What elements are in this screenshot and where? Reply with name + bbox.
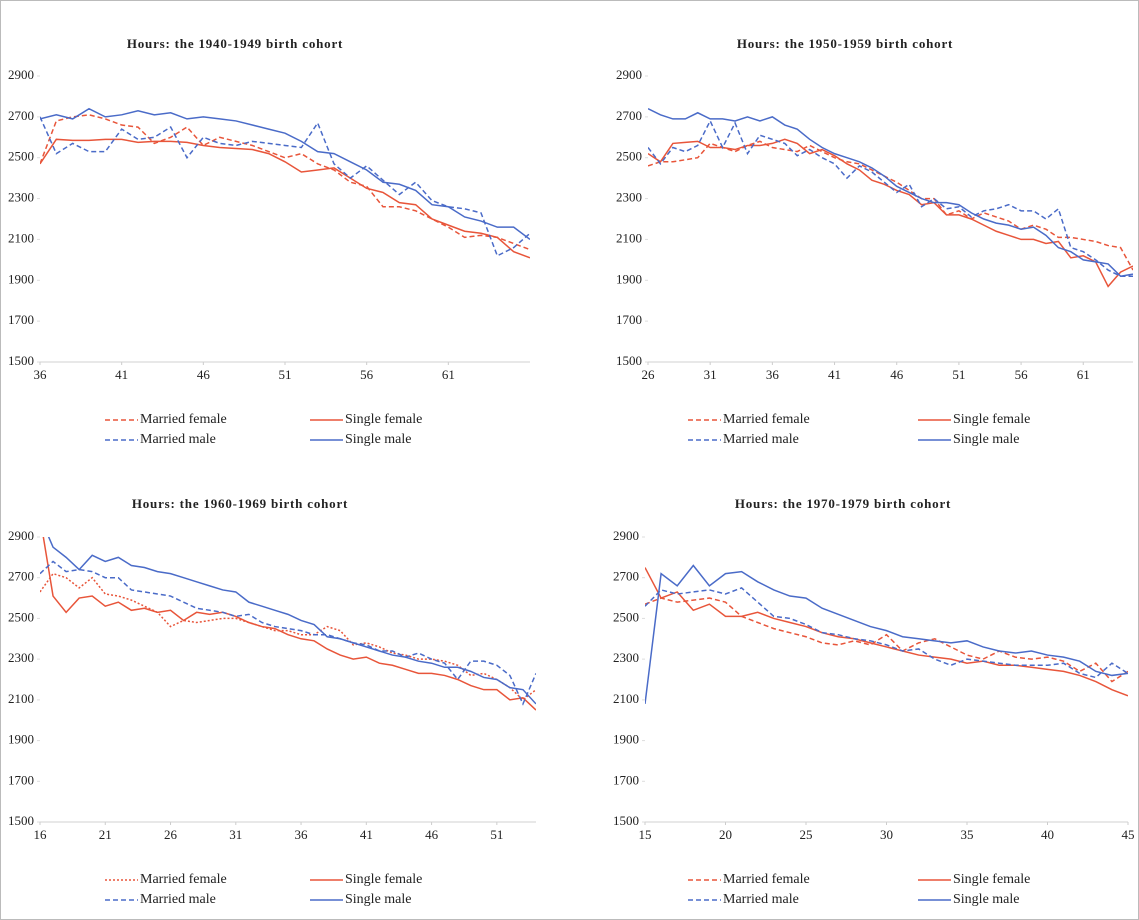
series-line [40, 138, 530, 259]
y-tick-label: 2900 [8, 528, 34, 543]
y-tick-label: 1900 [613, 732, 639, 747]
chart-title: Hours: the 1950-1959 birth cohort [737, 36, 953, 51]
y-tick-label: 1900 [616, 271, 642, 286]
series-line [645, 587, 1128, 679]
y-tick-label: 2300 [8, 650, 34, 665]
series-line [47, 537, 536, 705]
y-tick-label: 1500 [8, 353, 34, 368]
legend-label: Married female [723, 872, 810, 887]
legend-label: Married male [723, 432, 799, 447]
legend-label: Married male [140, 892, 216, 907]
x-tick-label: 21 [99, 827, 112, 842]
y-tick-label: 2100 [613, 691, 639, 706]
y-tick-label: 2100 [8, 691, 34, 706]
x-tick-label: 56 [1015, 367, 1029, 382]
legend-label: Single male [345, 432, 412, 447]
chart-title: Hours: the 1970-1979 birth cohort [735, 496, 951, 511]
series-line [40, 114, 530, 251]
legend-label: Married male [140, 432, 216, 447]
x-tick-label: 51 [952, 367, 965, 382]
y-tick-label: 1700 [8, 312, 34, 327]
x-tick-label: 56 [360, 367, 374, 382]
legend-label: Single female [345, 412, 422, 427]
y-tick-label: 1500 [613, 813, 639, 828]
y-tick-label: 2900 [616, 67, 642, 82]
y-tick-label: 2500 [8, 149, 34, 164]
y-tick-label: 2700 [8, 108, 34, 123]
y-tick-label: 2300 [613, 650, 639, 665]
series-line [42, 537, 536, 711]
x-tick-label: 25 [800, 827, 813, 842]
x-tick-label: 61 [1077, 367, 1090, 382]
series-line [40, 107, 530, 241]
legend-label: Single female [345, 872, 422, 887]
y-tick-label: 1700 [613, 772, 639, 787]
x-tick-label: 30 [880, 827, 893, 842]
y-tick-label: 1900 [8, 271, 34, 286]
series-line [645, 564, 1128, 705]
y-tick-label: 2500 [8, 609, 34, 624]
x-tick-label: 46 [425, 827, 439, 842]
legend-label: Single male [953, 432, 1020, 447]
legend-label: Married female [723, 412, 810, 427]
legend-label: Married female [140, 872, 227, 887]
series-line [645, 597, 1128, 683]
series-line [648, 119, 1133, 277]
y-tick-label: 1700 [8, 772, 34, 787]
x-tick-label: 40 [1041, 827, 1054, 842]
y-tick-label: 1500 [8, 813, 34, 828]
y-tick-label: 2300 [8, 190, 34, 205]
chart-title: Hours: the 1960-1969 birth cohort [132, 496, 348, 511]
series-line [645, 567, 1128, 697]
series-line [648, 108, 1133, 278]
x-tick-label: 41 [828, 367, 841, 382]
y-tick-label: 2100 [8, 230, 34, 245]
y-tick-label: 1700 [616, 312, 642, 327]
y-tick-label: 2700 [616, 108, 642, 123]
y-tick-label: 1900 [8, 732, 34, 747]
y-tick-label: 2500 [613, 609, 639, 624]
y-tick-label: 2700 [613, 569, 639, 584]
x-tick-label: 51 [490, 827, 503, 842]
x-tick-label: 31 [704, 367, 717, 382]
x-tick-label: 61 [442, 367, 455, 382]
x-tick-label: 36 [34, 367, 48, 382]
y-tick-label: 2100 [616, 230, 642, 245]
series-line [40, 116, 530, 257]
y-tick-label: 2900 [613, 528, 639, 543]
y-tick-label: 2300 [616, 190, 642, 205]
x-tick-label: 31 [229, 827, 242, 842]
series-line [40, 560, 536, 706]
x-tick-label: 46 [890, 367, 904, 382]
x-tick-label: 46 [197, 367, 211, 382]
y-tick-label: 1500 [616, 353, 642, 368]
x-tick-label: 36 [295, 827, 309, 842]
legend-label: Married female [140, 412, 227, 427]
x-tick-label: 51 [279, 367, 292, 382]
x-tick-label: 35 [961, 827, 974, 842]
y-tick-label: 2700 [8, 569, 34, 584]
x-tick-label: 36 [766, 367, 780, 382]
x-tick-label: 20 [719, 827, 732, 842]
legend-label: Single male [953, 892, 1020, 907]
legend-label: Single female [953, 872, 1030, 887]
legend-label: Single male [345, 892, 412, 907]
x-tick-label: 26 [642, 367, 656, 382]
chart-title: Hours: the 1940-1949 birth cohort [127, 36, 343, 51]
y-tick-label: 2900 [8, 67, 34, 82]
x-tick-label: 41 [115, 367, 128, 382]
series-line [648, 140, 1133, 271]
x-tick-label: 45 [1122, 827, 1135, 842]
series-line [40, 572, 536, 701]
x-tick-label: 41 [360, 827, 373, 842]
x-tick-label: 16 [34, 827, 48, 842]
y-tick-label: 2500 [616, 149, 642, 164]
x-tick-label: 26 [164, 827, 178, 842]
x-tick-label: 15 [639, 827, 652, 842]
legend-label: Married male [723, 892, 799, 907]
legend-label: Single female [953, 412, 1030, 427]
